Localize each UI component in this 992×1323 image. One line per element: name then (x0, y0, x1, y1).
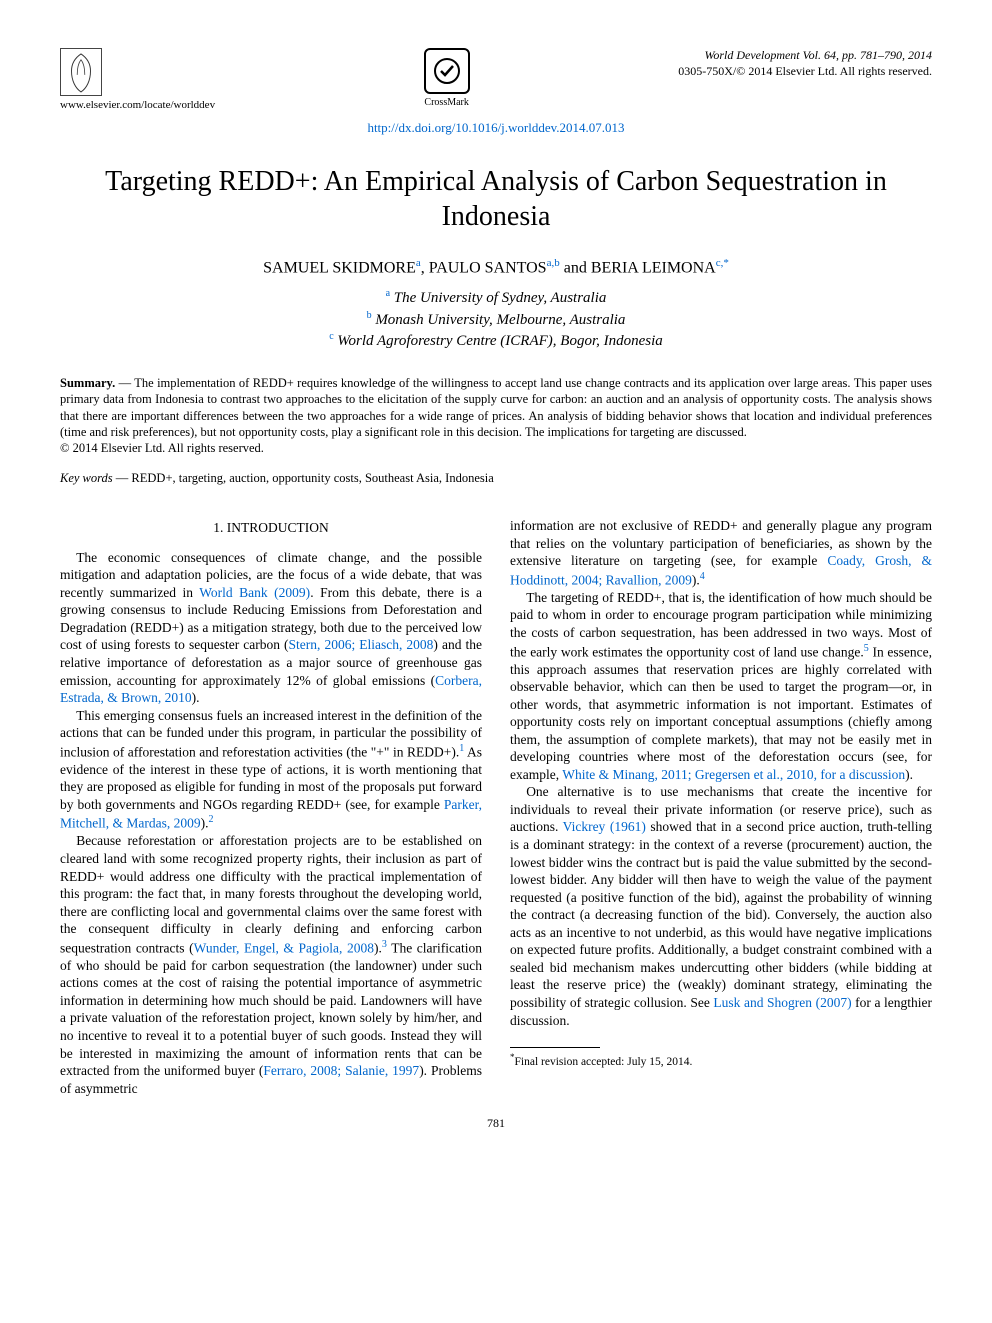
header-left: www.elsevier.com/locate/worlddev (60, 48, 215, 113)
p3-text-c: The clarification of who should be paid … (60, 940, 482, 1078)
author-1-affil-marker: a (416, 257, 421, 269)
affil-c-text: World Agroforestry Centre (ICRAF), Bogor… (337, 333, 662, 349)
authors-line: SAMUEL SKIDMOREa, PAULO SANTOSa,b and BE… (60, 256, 932, 279)
p4-text-c: ). (905, 767, 913, 782)
p1-text-d: ). (192, 690, 200, 705)
affiliation-a: a The University of Sydney, Australia (60, 287, 932, 308)
crossmark-label: CrossMark (424, 96, 468, 110)
author-2-affil-marker: a,b (547, 257, 560, 269)
affiliations-block: a The University of Sydney, Australia b … (60, 287, 932, 351)
affil-b-marker: b (367, 310, 372, 321)
affil-a-marker: a (386, 288, 390, 299)
cite-lusk-shogren-2007[interactable]: Lusk and Shogren (2007) (713, 995, 851, 1010)
summary-block: Summary. — The implementation of REDD+ r… (60, 375, 932, 456)
affiliation-c: c World Agroforestry Centre (ICRAF), Bog… (60, 330, 932, 351)
cite-ferraro-salanie[interactable]: Ferraro, 2008; Salanie, 1997 (263, 1063, 419, 1078)
page-header: www.elsevier.com/locate/worlddev CrossMa… (60, 48, 932, 113)
p3-text-a: Because reforestation or afforestation p… (60, 833, 482, 955)
page-number: 781 (60, 1115, 932, 1131)
intro-para-4: The targeting of REDD+, that is, the ide… (510, 589, 932, 784)
keywords-line: Key words — REDD+, targeting, auction, o… (60, 470, 932, 487)
footnote-ref-4[interactable]: 4 (700, 571, 705, 582)
p5-text-b: showed that in a second price auction, t… (510, 819, 932, 1009)
footnote-text: Final revision accepted: July 15, 2014. (515, 1056, 693, 1068)
header-center: CrossMark (424, 48, 470, 110)
cite-white-gregersen[interactable]: White & Minang, 2011; Gregersen et al., … (562, 767, 905, 782)
keywords-list: — REDD+, targeting, auction, opportunity… (113, 471, 494, 485)
affil-a-text: The University of Sydney, Australia (394, 290, 607, 306)
author-1: SAMUEL SKIDMORE (263, 260, 416, 277)
locate-url[interactable]: www.elsevier.com/locate/worlddev (60, 98, 215, 113)
summary-copyright: © 2014 Elsevier Ltd. All rights reserved… (60, 441, 264, 455)
author-2: PAULO SANTOS (429, 260, 547, 277)
journal-ref-line1: World Development Vol. 64, pp. 781–790, … (678, 48, 932, 64)
cite-stern-eliasch[interactable]: Stern, 2006; Eliasch, 2008 (289, 637, 434, 652)
footnote-revision: *Final revision accepted: July 15, 2014. (510, 1052, 932, 1070)
body-two-column: 1. INTRODUCTION The economic consequence… (60, 517, 932, 1097)
section-1-heading: 1. INTRODUCTION (60, 519, 482, 537)
doi-link[interactable]: http://dx.doi.org/10.1016/j.worlddev.201… (60, 119, 932, 137)
author-3-affil-marker: c,* (716, 257, 729, 269)
summary-label: Summary. (60, 376, 115, 390)
p3-text-b: ). (374, 940, 382, 955)
intro-para-5: One alternative is to use mechanisms tha… (510, 783, 932, 1029)
intro-para-3: Because reforestation or afforestation p… (60, 832, 482, 1097)
elsevier-logo-icon (60, 48, 102, 96)
cite-vickrey-1961[interactable]: Vickrey (1961) (563, 819, 646, 834)
author-3: BERIA LEIMONA (591, 260, 716, 277)
intro-para-2: This emerging consensus fuels an increas… (60, 707, 482, 833)
p4-text-b: In essence, this approach assumes that r… (510, 644, 932, 782)
crossmark-icon[interactable] (424, 48, 470, 94)
keywords-label: Key words (60, 471, 113, 485)
intro-para-1: The economic consequences of climate cha… (60, 549, 482, 707)
cite-world-bank-2009[interactable]: World Bank (2009) (199, 585, 310, 600)
intro-para-3-continued: information are not exclusive of REDD+ a… (510, 517, 932, 589)
footnote-ref-2[interactable]: 2 (208, 814, 213, 825)
summary-body: — The implementation of REDD+ requires k… (60, 376, 932, 439)
cite-wunder-2008[interactable]: Wunder, Engel, & Pagiola, 2008 (194, 940, 374, 955)
journal-ref-line2: 0305-750X/© 2014 Elsevier Ltd. All right… (678, 64, 932, 80)
affil-b-text: Monash University, Melbourne, Australia (375, 312, 625, 328)
paper-title: Targeting REDD+: An Empirical Analysis o… (60, 164, 932, 234)
p3cont-text-b: ). (692, 572, 700, 587)
affiliation-b: b Monash University, Melbourne, Australi… (60, 309, 932, 330)
p2-text-a: This emerging consensus fuels an increas… (60, 708, 482, 760)
header-right: World Development Vol. 64, pp. 781–790, … (678, 48, 932, 79)
footnote-rule (510, 1047, 600, 1048)
affil-c-marker: c (329, 331, 333, 342)
